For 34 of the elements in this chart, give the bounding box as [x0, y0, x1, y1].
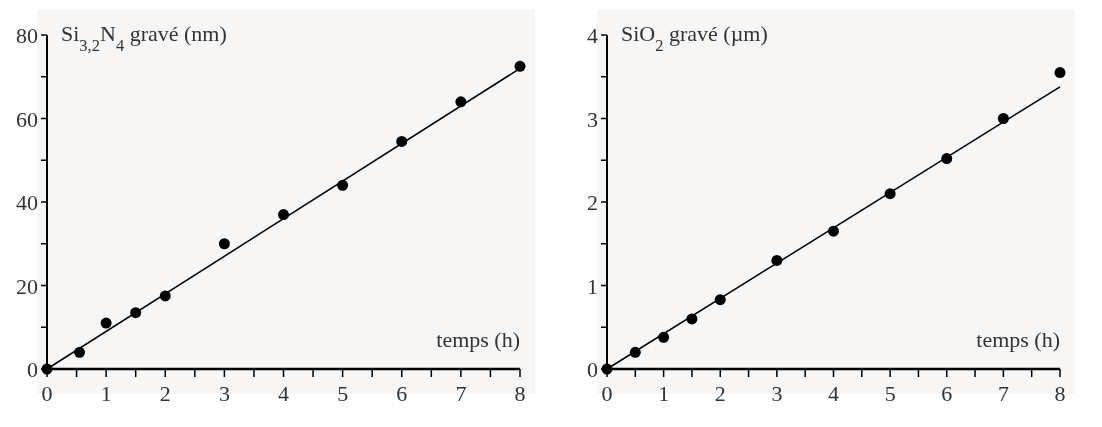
x-axis-title: temps (h)	[976, 327, 1060, 352]
point	[514, 60, 526, 72]
x-tick-label: 8	[514, 381, 526, 406]
y-tick-label: 0	[27, 357, 38, 382]
x-tick-label: 8	[1054, 381, 1066, 406]
y-tick-label: 3	[587, 106, 598, 132]
x-tick-label: 5	[884, 381, 896, 406]
x-tick-label: 5	[337, 381, 349, 406]
y-tick-label: 40	[16, 190, 38, 215]
y-tick-label: 1	[587, 273, 598, 299]
x-tick-label: 7	[455, 381, 467, 406]
y-axis-title: SiO$_{2}$ gravé (µm)	[621, 21, 768, 55]
x-tick-label: 2	[159, 381, 171, 406]
y-tick-label: 4	[587, 23, 598, 48]
y-tick-label: 60	[16, 106, 38, 132]
y-tick-label: 2	[587, 190, 598, 215]
x-tick-label: 3	[771, 381, 783, 406]
x-tick-label: 4	[828, 381, 839, 406]
x-tick-label: 2	[714, 381, 726, 406]
y-axis-title: Si$_{3,2}$N$_{4}$ gravé (nm)	[61, 21, 227, 55]
x-axis-title: temps (h)	[436, 327, 520, 352]
x-tick-label: 6	[396, 381, 408, 406]
y-tick-label: 0	[587, 357, 598, 382]
x-tick-label: 3	[218, 381, 230, 406]
point	[218, 238, 230, 250]
y-tick-label: 80	[16, 23, 38, 48]
point	[1054, 67, 1066, 79]
y-tick-label: 20	[16, 273, 38, 299]
x-tick-label: 1	[658, 381, 670, 406]
point	[100, 317, 112, 329]
x-tick-label: 1	[100, 381, 112, 406]
x-tick-label: 4	[278, 381, 289, 406]
x-tick-label: 7	[997, 381, 1009, 406]
x-tick-label: 6	[941, 381, 953, 406]
